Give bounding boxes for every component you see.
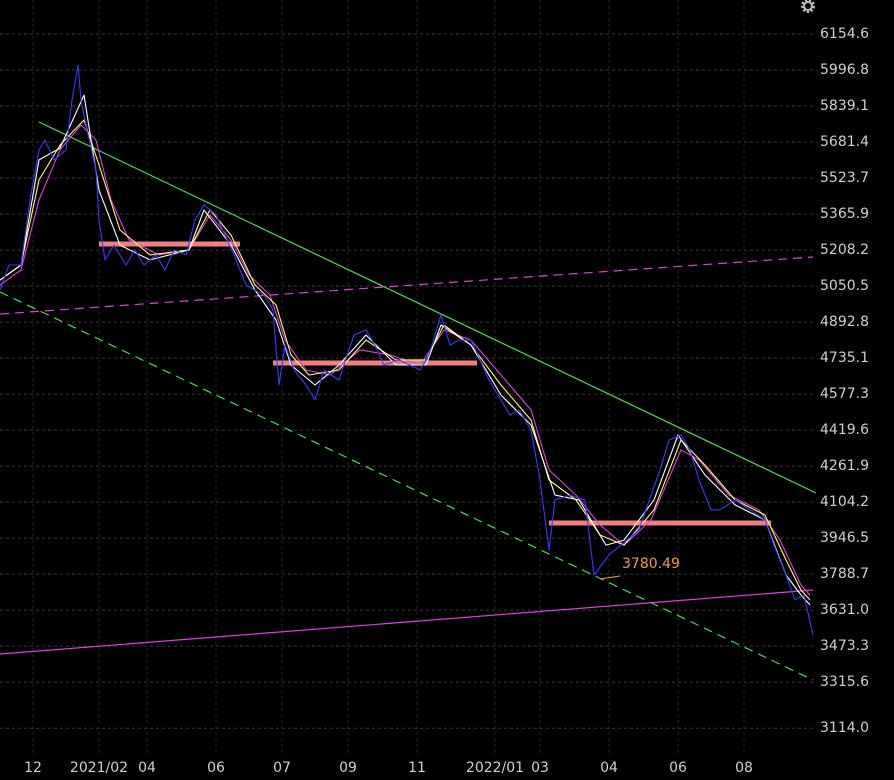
y-tick-label: 5050.5	[820, 278, 869, 294]
y-tick-label: 4419.6	[820, 422, 869, 438]
y-tick-label: 3473.3	[820, 638, 869, 654]
trend-line	[0, 589, 814, 655]
y-tick-label: 5681.4	[820, 134, 869, 150]
x-tick-label: 08	[735, 760, 753, 776]
y-tick-label: 6154.6	[820, 26, 869, 42]
price-line	[0, 64, 814, 636]
trend-line	[0, 291, 814, 681]
price-line	[0, 94, 811, 606]
trend-line	[0, 256, 814, 315]
y-tick-label: 4735.1	[820, 350, 869, 366]
annotation-label: 3780.49	[622, 556, 680, 572]
y-tick-label: 5208.2	[820, 242, 869, 258]
x-tick-label: 03	[531, 760, 549, 776]
gear-ring	[803, 1, 813, 11]
plot-area	[0, 0, 817, 755]
x-tick-label: 09	[339, 760, 357, 776]
price-line	[0, 124, 811, 596]
x-tick-label: 12	[24, 760, 42, 776]
y-tick-label: 4577.3	[820, 386, 869, 402]
y-tick-label: 3946.5	[820, 530, 869, 546]
y-tick-label: 4892.8	[820, 314, 869, 330]
x-tick-label: 06	[669, 760, 687, 776]
y-tick-label: 5839.1	[820, 98, 869, 114]
y-tick-label: 3315.6	[820, 674, 869, 690]
x-tick-label: 04	[600, 760, 618, 776]
annotation-pointer	[599, 575, 621, 580]
settings-icon[interactable]	[801, 0, 815, 13]
y-tick-label: 4104.2	[820, 494, 869, 510]
x-tick-label: 07	[273, 760, 291, 776]
y-tick-label: 3114.0	[820, 720, 869, 736]
x-tick-label: 04	[138, 760, 156, 776]
x-tick-label: 2021/02	[70, 760, 128, 776]
y-tick-label: 5996.8	[820, 62, 869, 78]
x-tick-label: 2022/01	[466, 760, 524, 776]
gear-teeth	[801, 0, 815, 13]
y-tick-label: 4261.9	[820, 458, 869, 474]
y-tick-label: 5365.9	[820, 206, 869, 222]
y-tick-label: 3631.0	[820, 602, 869, 618]
y-tick-label: 5523.7	[820, 170, 869, 186]
trend-line	[38, 121, 817, 494]
y-tick-label: 3788.7	[820, 566, 869, 582]
x-tick-label: 11	[408, 760, 426, 776]
x-tick-label: 06	[207, 760, 225, 776]
